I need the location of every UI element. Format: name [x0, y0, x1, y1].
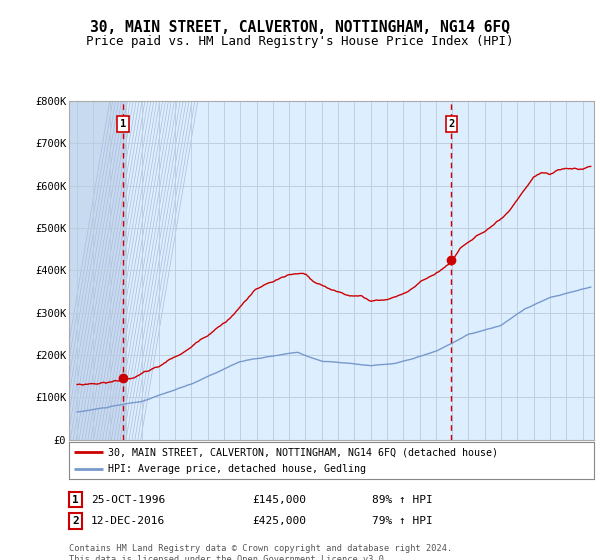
Text: 30, MAIN STREET, CALVERTON, NOTTINGHAM, NG14 6FQ: 30, MAIN STREET, CALVERTON, NOTTINGHAM, …: [90, 20, 510, 35]
Bar: [69, 101, 126, 440]
Text: 79% ↑ HPI: 79% ↑ HPI: [372, 516, 433, 526]
Text: 2: 2: [72, 516, 79, 526]
Text: £425,000: £425,000: [252, 516, 306, 526]
Text: 25-OCT-1996: 25-OCT-1996: [91, 494, 166, 505]
Text: 89% ↑ HPI: 89% ↑ HPI: [372, 494, 433, 505]
Text: HPI: Average price, detached house, Gedling: HPI: Average price, detached house, Gedl…: [109, 464, 367, 474]
Text: £145,000: £145,000: [252, 494, 306, 505]
Text: 1: 1: [120, 119, 126, 129]
Text: Price paid vs. HM Land Registry's House Price Index (HPI): Price paid vs. HM Land Registry's House …: [86, 35, 514, 48]
Text: 1: 1: [72, 494, 79, 505]
Text: 30, MAIN STREET, CALVERTON, NOTTINGHAM, NG14 6FQ (detached house): 30, MAIN STREET, CALVERTON, NOTTINGHAM, …: [109, 447, 499, 457]
Text: Contains HM Land Registry data © Crown copyright and database right 2024.
This d: Contains HM Land Registry data © Crown c…: [69, 544, 452, 560]
Text: 12-DEC-2016: 12-DEC-2016: [91, 516, 166, 526]
Text: 2: 2: [448, 119, 454, 129]
